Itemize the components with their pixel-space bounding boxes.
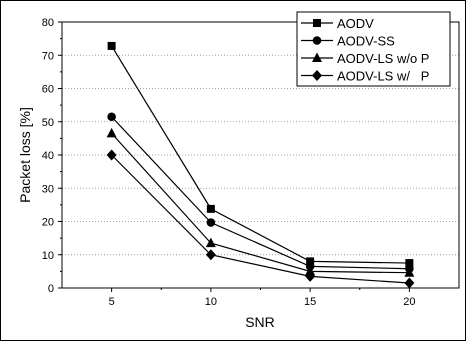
y-tick-label-5: 50 xyxy=(42,117,54,129)
y-axis-title: Packet loss [%] xyxy=(17,107,33,203)
data-point-s3-2 xyxy=(305,270,316,282)
series-line-1 xyxy=(111,116,410,270)
x-tick-label-2: 15 xyxy=(304,296,316,308)
legend-marker-2 xyxy=(312,52,322,62)
x-tick-label-3: 20 xyxy=(403,296,415,308)
legend-label-0: AODV xyxy=(337,16,374,31)
legend-marker-0 xyxy=(313,19,321,27)
legend: AODV AODV-SS AODV-LS w/o P AODV-LS w/ P xyxy=(296,11,451,87)
series-line-3 xyxy=(111,154,410,284)
data-point-s2-0 xyxy=(106,127,117,138)
data-point-s2-3 xyxy=(404,267,415,277)
y-tick-label-4: 40 xyxy=(42,150,54,162)
axes: 0 10 20 30 40 50 60 70 80 5 10 15 20 xyxy=(42,17,416,308)
y-tick-label-7: 70 xyxy=(42,50,54,62)
data-point-s3-0 xyxy=(106,149,117,161)
data-point-s2-2 xyxy=(305,265,316,276)
legend-marker-3 xyxy=(312,70,322,81)
data-point-s3-1 xyxy=(205,249,216,261)
data-point-s0-3 xyxy=(405,259,414,268)
x-tick-label-1: 10 xyxy=(205,296,217,308)
y-tick-label-0: 0 xyxy=(48,283,54,295)
data-point-s1-1 xyxy=(206,218,216,227)
y-tick-label-3: 30 xyxy=(42,183,54,195)
legend-label-3: AODV-LS w/ P xyxy=(337,69,429,84)
legend-box xyxy=(296,11,451,87)
y-tick-label-6: 60 xyxy=(42,84,54,96)
x-axis-title: SNR xyxy=(245,314,275,330)
series-line-0 xyxy=(111,45,410,264)
data-point-s1-0 xyxy=(107,112,116,122)
data-point-s0-0 xyxy=(107,41,116,50)
data-point-s2-1 xyxy=(205,237,216,248)
series-line-2 xyxy=(111,132,410,274)
data-point-s3-3 xyxy=(404,277,415,289)
legend-label-2: AODV-LS w/o P xyxy=(337,51,429,66)
data-point-s0-2 xyxy=(306,257,315,266)
x-tick-label-0: 5 xyxy=(109,296,115,308)
y-tick-label-1: 10 xyxy=(42,250,54,262)
data-point-s0-1 xyxy=(206,204,215,213)
y-tick-label-2: 20 xyxy=(42,217,54,229)
y-tick-label-8: 80 xyxy=(42,17,54,29)
series-lines xyxy=(106,41,415,289)
legend-marker-1 xyxy=(312,36,322,45)
legend-label-1: AODV-SS xyxy=(337,34,395,49)
